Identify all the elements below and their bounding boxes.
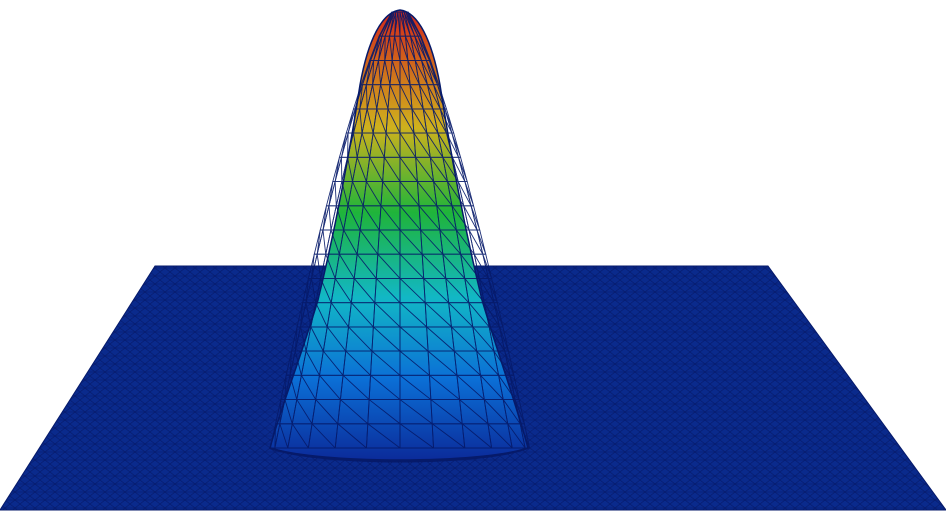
gaussian-peak xyxy=(269,9,529,461)
peak-base-shadow xyxy=(269,447,529,463)
peak-mesh-lines xyxy=(269,11,531,449)
mesh-cell xyxy=(476,229,487,255)
mesh-cell xyxy=(519,423,531,449)
